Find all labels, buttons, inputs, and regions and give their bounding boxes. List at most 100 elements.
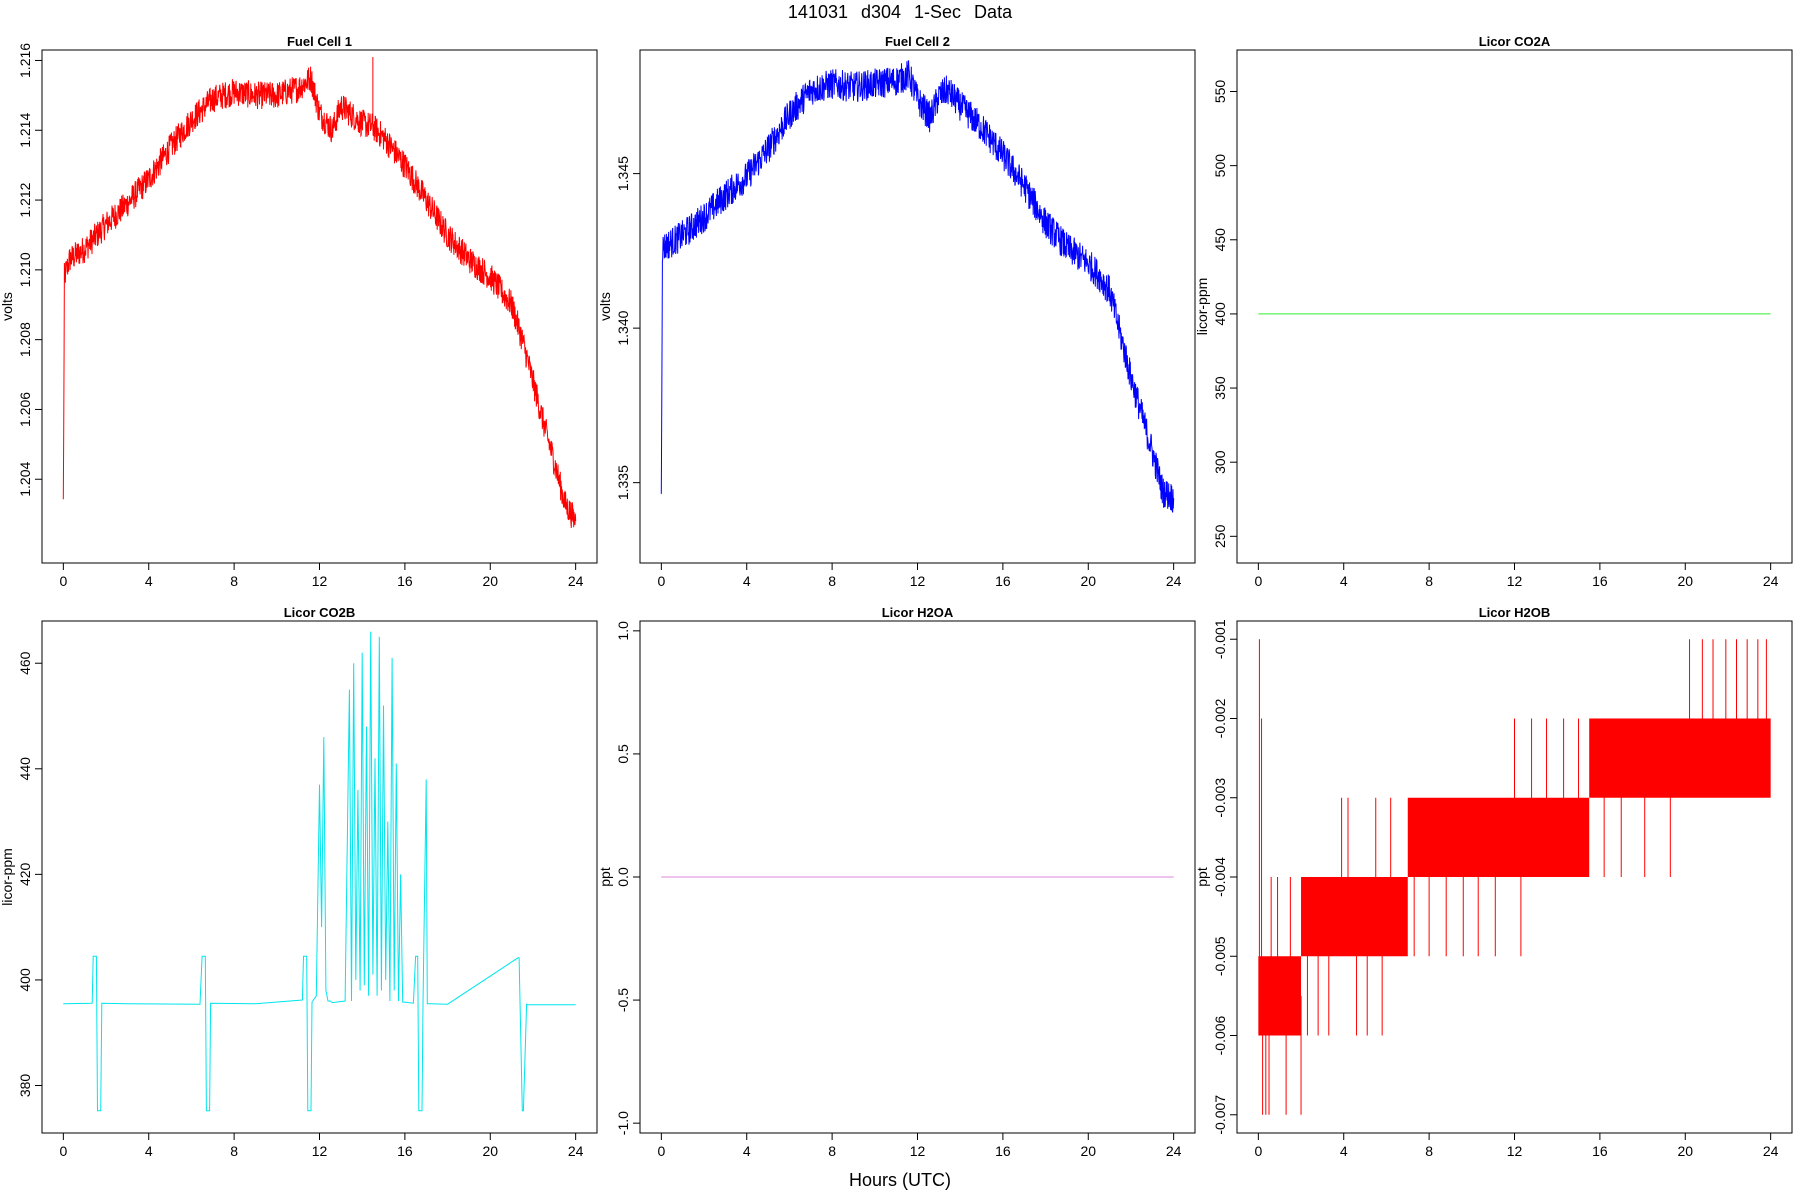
y-tick-label: -0.006 [1212,1015,1228,1055]
y-tick-label: 450 [1212,228,1228,252]
x-tick-label: 0 [59,573,67,589]
y-tick-label: -0.001 [1212,619,1228,659]
y-tick-label: -0.003 [1212,778,1228,818]
panel-title: Licor CO2A [1479,34,1551,49]
x-tick-label: 12 [910,1143,926,1159]
y-axis-label: licor-ppm [0,848,15,906]
data-band [1407,797,1590,877]
x-tick-label: 0 [657,573,665,589]
x-tick-label: 4 [1340,1143,1348,1159]
x-tick-label: 12 [312,1143,328,1159]
y-axis-label: volts [0,292,15,321]
plot-area [660,60,1175,513]
x-tick-label: 8 [1425,1143,1433,1159]
x-tick-label: 8 [828,1143,836,1159]
panel-title: Fuel Cell 1 [287,34,352,49]
x-tick-label: 4 [145,1143,153,1159]
y-tick-label: -0.002 [1212,698,1228,738]
y-tick-label: 500 [1212,154,1228,178]
y-tick-label: 380 [17,1074,33,1098]
x-tick-label: 8 [230,573,238,589]
data-band [1301,877,1408,957]
x-tick-label: 0 [657,1143,665,1159]
chart-panel: Licor H2OA ppt 0 4 8 12 16 20 24 -1.0 -0.5 0.0 0.5 1.… [597,605,1196,1159]
y-tick-label: 0.0 [615,867,631,887]
x-tick-label: 20 [482,1143,498,1159]
y-tick-label: 1.214 [17,113,33,148]
y-tick-label: 1.345 [615,156,631,191]
x-tick-label: 4 [743,573,751,589]
x-tick-label: 16 [995,1143,1011,1159]
x-axis-label: Hours (UTC) [849,1170,951,1190]
plot-area [62,56,577,528]
x-tick-label: 24 [568,573,584,589]
x-tick-label: 12 [910,573,926,589]
x-tick-label: 24 [1763,573,1779,589]
chart-panel: Fuel Cell 1 volts 0 4 8 12 16 20 24 1.204 1.206 1.2… [0,34,598,589]
y-tick-label: -1.0 [615,1111,631,1135]
x-tick-label: 16 [1592,573,1608,589]
figure-title: 141031 d304 1-Sec Data [787,2,1013,22]
y-tick-label: 250 [1212,524,1228,548]
y-tick-label: 1.335 [615,465,631,500]
y-tick-label: 1.204 [17,462,33,497]
x-tick-label: 16 [397,1143,413,1159]
y-axis-label: ppt [1194,867,1210,887]
data-series-line [660,60,1175,513]
y-tick-label: 400 [1212,302,1228,326]
x-tick-label: 0 [1254,573,1262,589]
y-axis-label: licor-ppm [1194,278,1210,336]
x-tick-label: 24 [1166,573,1182,589]
y-axis-label: volts [597,292,613,321]
x-tick-label: 24 [568,1143,584,1159]
y-tick-label: 300 [1212,450,1228,474]
y-tick-label: 1.0 [615,621,631,641]
chart-panel: Fuel Cell 2 volts 0 4 8 12 16 20 24 1.335 1.340 1.3… [597,34,1196,589]
panel-title: Licor H2OB [1479,605,1551,620]
x-tick-label: 8 [828,573,836,589]
x-tick-label: 20 [1677,573,1693,589]
y-tick-label: 440 [17,757,33,781]
data-series-line [63,631,576,1112]
y-tick-label: 0.5 [615,744,631,764]
plot-frame [1236,49,1793,564]
x-tick-label: 20 [1080,573,1096,589]
y-tick-label: 460 [17,651,33,675]
x-tick-label: 12 [1507,1143,1523,1159]
y-tick-label: 1.210 [17,252,33,287]
x-tick-label: 20 [1080,1143,1096,1159]
y-tick-label: 550 [1212,80,1228,104]
y-tick-label: 420 [17,862,33,886]
x-tick-label: 8 [230,1143,238,1159]
panel-title: Fuel Cell 2 [885,34,950,49]
y-tick-label: -0.004 [1212,857,1228,897]
plot-frame [41,620,598,1134]
data-band [1258,956,1302,1036]
x-tick-label: 12 [312,573,328,589]
x-tick-label: 8 [1425,573,1433,589]
x-tick-label: 4 [1340,573,1348,589]
x-tick-label: 0 [1254,1143,1262,1159]
x-tick-label: 16 [1592,1143,1608,1159]
chart-panel: Licor H2OB ppt 0 4 8 12 16 20 24 -0.007 -0.006 -0.0… [1194,605,1793,1159]
y-tick-label: 1.208 [17,322,33,357]
y-axis-label: ppt [597,867,613,887]
x-tick-label: 4 [145,573,153,589]
data-series-line [62,66,577,528]
x-tick-label: 20 [1677,1143,1693,1159]
panel-title: Licor CO2B [284,605,356,620]
y-tick-label: 1.340 [615,310,631,345]
panel-title: Licor H2OA [882,605,954,620]
plot-area [1258,639,1771,1115]
x-tick-label: 12 [1507,573,1523,589]
y-tick-label: 350 [1212,376,1228,400]
y-tick-label: 400 [17,968,33,992]
y-tick-label: -0.5 [615,988,631,1012]
chart-panel: Licor CO2A licor-ppm 0 4 8 12 16 20 24 250 300 350 4… [1194,34,1793,589]
plot-area [63,631,576,1112]
y-tick-label: 1.206 [17,392,33,427]
x-tick-label: 16 [397,573,413,589]
x-tick-label: 16 [995,573,1011,589]
x-tick-label: 4 [743,1143,751,1159]
